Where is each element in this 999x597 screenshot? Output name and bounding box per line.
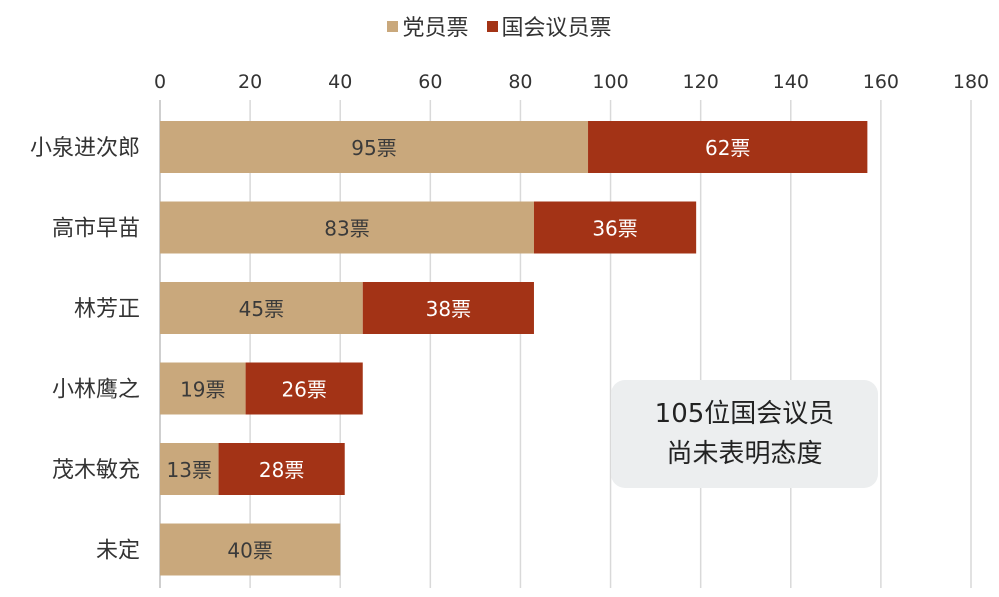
category-label: 未定 <box>96 539 140 564</box>
bar-segment-diet <box>362 282 534 334</box>
data-label: 26票 <box>281 378 326 402</box>
category-label: 高市早苗 <box>52 217 140 242</box>
bar-segment-diet <box>533 201 697 254</box>
data-label: 13票 <box>167 458 212 482</box>
x-tick-label: 60 <box>418 71 442 93</box>
x-tick-label: 140 <box>773 71 809 93</box>
data-label: 45票 <box>239 297 284 321</box>
bar-segment-party <box>160 362 246 415</box>
x-tick-label: 100 <box>592 71 628 93</box>
bar-segment-diet <box>218 443 345 495</box>
data-label: 83票 <box>324 217 369 241</box>
bar-segment-party <box>160 201 534 254</box>
legend-item-party: 党员票 <box>387 10 469 42</box>
data-label: 40票 <box>227 539 272 563</box>
x-tick-label: 0 <box>154 71 166 93</box>
x-tick-label: 180 <box>953 71 989 93</box>
bar-segment-diet <box>245 362 363 415</box>
annotation-line-2: 尚未表明态度 <box>666 439 823 469</box>
x-tick-label: 40 <box>328 71 352 93</box>
data-label: 19票 <box>180 378 225 402</box>
legend-label-diet: 国会议员票 <box>501 16 612 41</box>
data-label: 95票 <box>351 136 396 160</box>
category-label: 茂木敏充 <box>52 458 140 483</box>
chart-legend: 党员票 国会议员票 <box>0 10 999 42</box>
category-label: 小泉进次郎 <box>30 136 140 161</box>
annotation-box: 105位国会议员 尚未表明态度 <box>611 380 878 488</box>
bar-segment-party <box>160 523 341 576</box>
x-tick-label: 20 <box>238 71 262 93</box>
legend-swatch-party <box>387 20 399 32</box>
legend-label-party: 党员票 <box>402 16 469 41</box>
x-tick-label: 120 <box>683 71 719 93</box>
annotation-line-1: 105位国会议员 <box>654 399 835 429</box>
bar-segment-party <box>160 443 219 495</box>
legend-swatch-diet <box>486 20 498 32</box>
x-tick-label: 80 <box>508 71 532 93</box>
bar-segment-party <box>160 121 589 173</box>
category-label: 林芳正 <box>74 297 140 322</box>
data-label: 36票 <box>592 217 637 241</box>
data-label: 62票 <box>705 136 750 160</box>
data-label: 38票 <box>426 297 471 321</box>
data-label: 28票 <box>259 458 304 482</box>
category-label: 小林鹰之 <box>52 378 140 403</box>
x-tick-label: 160 <box>863 71 899 93</box>
bar-segment-party <box>160 282 363 334</box>
legend-item-diet: 国会议员票 <box>486 10 612 42</box>
bar-segment-diet <box>588 121 868 173</box>
